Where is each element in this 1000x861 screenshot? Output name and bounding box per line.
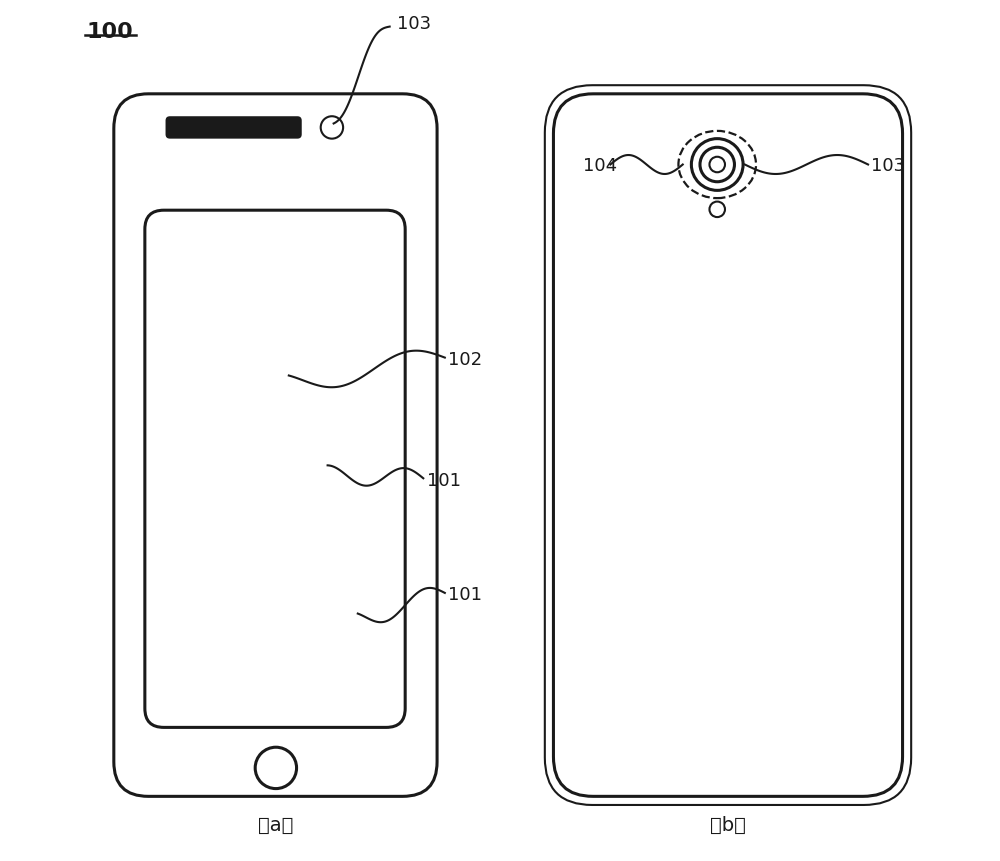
FancyBboxPatch shape xyxy=(166,117,302,139)
Circle shape xyxy=(255,747,297,789)
FancyBboxPatch shape xyxy=(545,86,911,805)
Circle shape xyxy=(709,158,725,173)
FancyBboxPatch shape xyxy=(145,211,405,728)
Text: 103: 103 xyxy=(397,15,431,33)
FancyBboxPatch shape xyxy=(114,95,437,796)
Text: 102: 102 xyxy=(448,351,482,369)
Text: 103: 103 xyxy=(871,157,905,174)
Circle shape xyxy=(691,139,743,191)
Text: （a）: （a） xyxy=(258,815,294,834)
Circle shape xyxy=(709,202,725,218)
Text: （b）: （b） xyxy=(710,815,746,834)
Text: 104: 104 xyxy=(583,157,617,174)
Text: 101: 101 xyxy=(427,472,461,489)
Text: 101: 101 xyxy=(448,585,482,603)
Text: 100: 100 xyxy=(86,22,133,41)
Circle shape xyxy=(321,117,343,139)
FancyBboxPatch shape xyxy=(553,95,903,796)
Circle shape xyxy=(700,148,734,183)
